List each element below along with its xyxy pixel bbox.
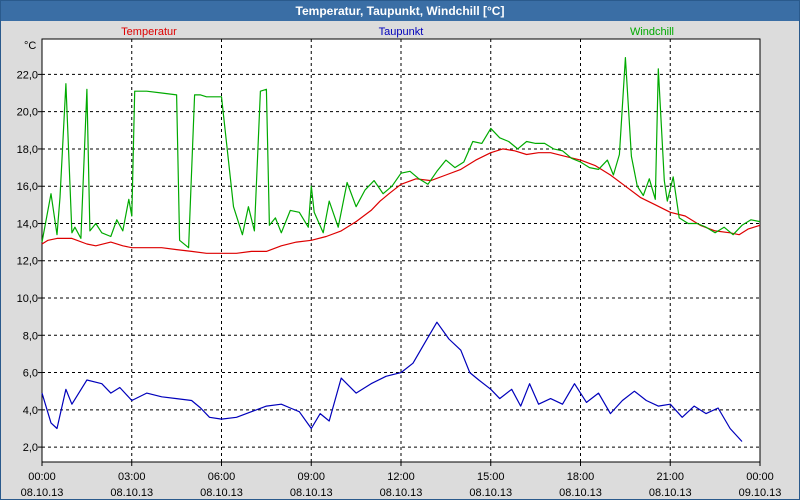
y-tick-label: 22,0 <box>17 69 38 81</box>
y-tick-label: 14,0 <box>17 218 38 230</box>
x-tick-time: 09:00 <box>297 471 325 483</box>
x-tick-time: 21:00 <box>656 471 684 483</box>
legend-temperatur: Temperatur <box>121 26 177 38</box>
x-tick-date: 08.10.13 <box>380 487 423 499</box>
legend-windchill: Windchill <box>630 26 674 38</box>
x-tick-date: 08.10.13 <box>21 487 64 499</box>
x-tick-date: 08.10.13 <box>290 487 333 499</box>
window-title: Temperatur, Taupunkt, Windchill [°C] <box>1 1 799 21</box>
y-tick-label: 8,0 <box>23 330 38 342</box>
y-tick-label: 2,0 <box>23 442 38 454</box>
x-tick-date: 09.10.13 <box>739 487 782 499</box>
x-tick-time: 03:00 <box>118 471 146 483</box>
x-tick-time: 00:00 <box>28 471 56 483</box>
series-line-windchill <box>41 56 761 249</box>
y-tick-label: 4,0 <box>23 405 38 417</box>
legend-taupunkt: Taupunkt <box>379 26 424 38</box>
y-tick-label: 10,0 <box>17 293 38 305</box>
y-tick-label: 6,0 <box>23 368 38 380</box>
x-tick-time: 12:00 <box>387 471 415 483</box>
x-tick-date: 08.10.13 <box>200 487 243 499</box>
y-tick-label: 20,0 <box>17 107 38 119</box>
x-tick-date: 08.10.13 <box>110 487 153 499</box>
y-tick-label: 12,0 <box>17 256 38 268</box>
x-tick-time: 18:00 <box>567 471 595 483</box>
chart: 2,0 4,0 6,0 8,0 10,0 12,0 14,0 16,0 18,0 20,0 22,0… <box>17 26 782 499</box>
x-tick-date: 08.10.13 <box>559 487 602 499</box>
x-tick-time: 06:00 <box>208 471 236 483</box>
series-line-temperatur <box>41 148 761 254</box>
x-tick-time: 00:00 <box>746 471 774 483</box>
y-tick-label: 16,0 <box>17 181 38 193</box>
series-line-taupunkt <box>41 321 743 442</box>
x-tick-time: 15:00 <box>477 471 505 483</box>
x-tick-date: 08.10.13 <box>469 487 512 499</box>
y-tick-label: 18,0 <box>17 144 38 156</box>
x-tick-date: 08.10.13 <box>649 487 692 499</box>
y-axis-label: °C <box>24 40 36 52</box>
